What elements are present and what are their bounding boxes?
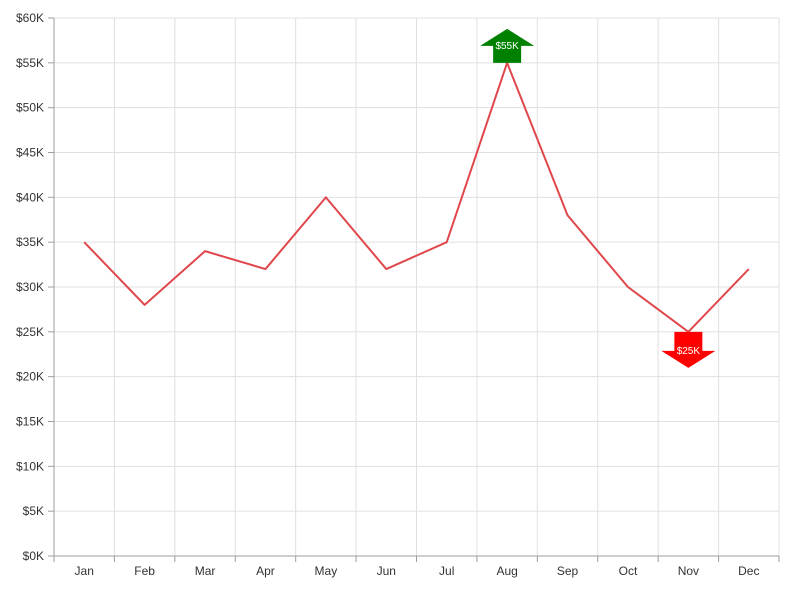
x-tick-label: Oct xyxy=(619,564,638,578)
x-tick-label: Jul xyxy=(439,564,454,578)
y-tick-label: $40K xyxy=(16,190,44,204)
x-tick-label: Nov xyxy=(678,564,699,578)
x-tick-label: Jan xyxy=(75,564,94,578)
y-tick-label: $45K xyxy=(16,146,44,160)
x-tick-label: Dec xyxy=(738,564,759,578)
y-tick-label: $60K xyxy=(16,11,44,25)
y-tick-label: $50K xyxy=(16,101,44,115)
y-tick-label: $15K xyxy=(16,415,44,429)
y-tick-label: $0K xyxy=(23,549,44,563)
y-tick-label: $30K xyxy=(16,280,44,294)
x-tick-label: Apr xyxy=(256,564,275,578)
x-tick-label: Feb xyxy=(134,564,155,578)
x-tick-label: May xyxy=(315,564,338,578)
gridlines xyxy=(54,18,779,556)
x-tick-label: Mar xyxy=(195,564,216,578)
y-tick-label: $20K xyxy=(16,370,44,384)
y-tick-label: $5K xyxy=(23,504,44,518)
x-tick-label: Aug xyxy=(496,564,517,578)
x-tick-label: Jun xyxy=(377,564,396,578)
x-tick-label: Sep xyxy=(557,564,579,578)
annotation-label: $25K xyxy=(677,346,701,357)
y-tick-label: $25K xyxy=(16,325,44,339)
y-tick-label: $10K xyxy=(16,459,44,473)
annotation-label: $55K xyxy=(495,41,519,52)
y-tick-label: $35K xyxy=(16,235,44,249)
axes: $0K $5K $10K $15K $20K $25K $30K $35K $40K $45K $5… xyxy=(16,11,779,578)
y-tick-label: $55K xyxy=(16,56,44,70)
